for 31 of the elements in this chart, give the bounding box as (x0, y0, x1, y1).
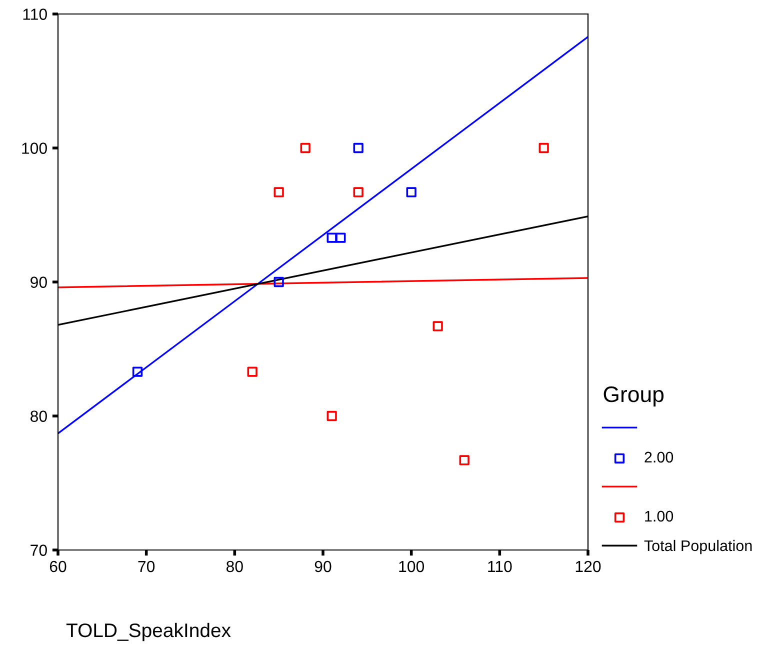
x-tick-label: 80 (226, 560, 243, 572)
point (538, 142, 549, 154)
x-axis-title: TOLD_SpeakIndex (66, 622, 231, 642)
point (432, 321, 443, 332)
x-tick-label: 120 (576, 560, 601, 572)
legend-label: Total Population (644, 540, 752, 554)
y-tick-label: 80 (30, 410, 47, 422)
x-tick-label: 90 (314, 560, 332, 572)
point (300, 142, 310, 154)
x-tick-label: 110 (488, 560, 512, 572)
point (326, 232, 337, 243)
point (336, 232, 346, 243)
point (353, 142, 364, 154)
x-tick-label: 100 (399, 560, 424, 572)
legend-label: 2.00 (644, 452, 674, 463)
point (406, 187, 416, 198)
y-tick-label: 90 (30, 276, 47, 288)
point (274, 187, 284, 198)
point (274, 276, 284, 288)
point (247, 366, 258, 377)
point (353, 187, 364, 198)
point (459, 455, 470, 466)
point (132, 366, 143, 377)
legend-label: 1.00 (645, 510, 674, 522)
y-tick-label: 70 (30, 544, 47, 556)
x-tick-label: 60 (50, 560, 66, 572)
y-tick-label: 110 (23, 8, 47, 20)
point (326, 410, 337, 422)
y-tick-label: 100 (22, 142, 47, 154)
x-tick-label: 70 (138, 560, 155, 572)
legend-title: Group (604, 386, 664, 407)
